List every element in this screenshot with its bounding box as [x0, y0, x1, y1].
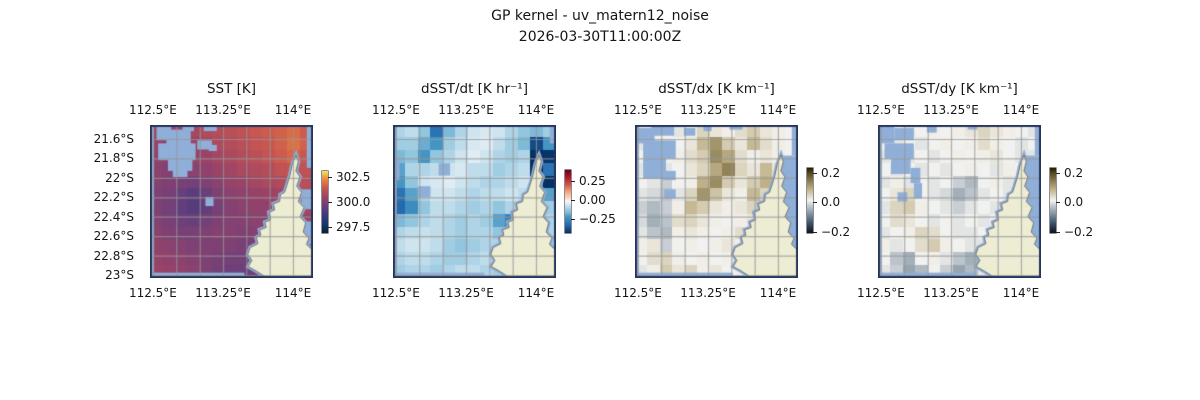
x-tick-label: 113.25°E — [680, 286, 736, 300]
x-tick-label: 113.25°E — [438, 286, 494, 300]
x-tick-label: 112.5°E — [613, 103, 662, 117]
colorbar-tick-label: 0.25 — [579, 174, 606, 189]
x-tick-label: 113.25°E — [680, 103, 736, 117]
x-tick-label: 113.25°E — [438, 103, 494, 117]
colorbar-tick — [328, 202, 332, 203]
y-tick-label: 22.6°S — [93, 229, 134, 244]
map-dsst-dt — [393, 125, 556, 278]
x-tick-label: 114°E — [517, 286, 555, 300]
colorbar-tick-label: 0.0 — [1064, 195, 1084, 210]
panel-dsst-dt: dSST/dt [K hr⁻¹] 112.5°E 113.25°E 114°E 11… — [372, 81, 616, 300]
colorbar-dsst-dx: 0.2 0.0 −0.2 — [807, 125, 867, 278]
y-tick-label: 22°S — [105, 170, 134, 185]
x-tick-label: 113.25°E — [195, 286, 251, 300]
colorbar-tick — [813, 202, 817, 204]
x-tick-label: 112.5°E — [128, 103, 177, 117]
x-tick-label: 113.25°E — [923, 286, 979, 300]
colorbar-tick-label: 0.00 — [579, 193, 606, 208]
colorbar-tick — [328, 177, 332, 178]
y-tick-label: 23°S — [105, 268, 134, 282]
colorbar-dsst-dt: 0.25 0.00 −0.25 — [565, 125, 625, 278]
x-axis-bottom-dsst-dx: 112.5°E 113.25°E 114°E — [614, 286, 798, 301]
x-tick-label: 112.5°E — [128, 286, 177, 300]
figure-title-line1: GP kernel - uv_matern12_noise — [491, 8, 709, 24]
colorbar-tick — [328, 227, 332, 228]
colorbar-tick — [571, 200, 575, 202]
x-tick-label: 114°E — [759, 286, 797, 300]
x-axis-bottom-dsst-dy: 112.5°E 113.25°E 114°E — [857, 286, 1041, 301]
y-tick-label: 22.2°S — [93, 190, 134, 205]
y-tick-label: 22.4°S — [93, 209, 134, 224]
x-tick-label: 114°E — [759, 103, 797, 117]
x-tick-label: 114°E — [274, 286, 312, 300]
x-tick-label: 112.5°E — [613, 286, 662, 300]
x-tick-label: 114°E — [1002, 286, 1040, 300]
x-tick-label: 112.5°E — [856, 286, 905, 300]
colorbar-tick — [1056, 231, 1060, 233]
y-tick-label: 21.8°S — [93, 151, 134, 166]
panel-dsst-dx: dSST/dx [K km⁻¹] 112.5°E 113.25°E 114°E 11… — [614, 81, 850, 300]
figure-timestamp: 2026-03-30T11:00:00Z — [518, 29, 682, 45]
colorbar-gradient — [322, 171, 328, 233]
colorbar-gradient — [565, 170, 571, 233]
x-axis-bottom-sst: 112.5°E 113.25°E 114°E — [129, 286, 313, 301]
x-axis-top-dsst-dx: 112.5°E 113.25°E 114°E — [614, 103, 798, 118]
colorbar-tick — [571, 181, 575, 183]
x-tick-label: 113.25°E — [195, 103, 251, 117]
colorbar-tick — [571, 219, 575, 221]
colorbar-tick-label: 297.5 — [336, 220, 371, 234]
colorbar-tick-label: 302.5 — [336, 170, 371, 184]
y-axis-left-sst: 21.6°S 21.8°S 22°S 22.2°S 22.4°S 22.6°S 22.8°S… — [70, 125, 142, 282]
colorbar-tick-label: −0.25 — [579, 212, 616, 227]
colorbar-tick — [813, 231, 817, 233]
colorbar-tick-label: 0.0 — [821, 195, 841, 210]
colorbar-tick-label: 0.2 — [1064, 166, 1084, 181]
colorbar-tick-label: −0.2 — [1064, 224, 1094, 239]
colorbar-gradient — [807, 168, 813, 233]
colorbar-tick — [813, 173, 817, 175]
x-axis-top-sst: 112.5°E 113.25°E 114°E — [129, 103, 313, 118]
panel-title-sst: SST [K] — [206, 81, 257, 97]
x-tick-label: 112.5°E — [856, 103, 905, 117]
colorbar-tick-label: −0.2 — [821, 224, 851, 239]
x-tick-label: 114°E — [1002, 103, 1040, 117]
panel-dsst-dy: dSST/dy [K km⁻¹] 112.5°E 113.25°E 114°E 11… — [857, 81, 1093, 300]
colorbar-dsst-dy: 0.2 0.0 −0.2 — [1050, 125, 1110, 278]
map-dsst-dy — [878, 125, 1041, 278]
x-tick-label: 113.25°E — [923, 103, 979, 117]
map-dsst-dx — [635, 125, 798, 278]
panel-title-dsst-dx: dSST/dx [K km⁻¹] — [658, 81, 775, 97]
panel-title-dsst-dy: dSST/dy [K km⁻¹] — [901, 81, 1018, 97]
x-axis-bottom-dsst-dt: 112.5°E 113.25°E 114°E — [372, 286, 556, 301]
x-axis-top-dsst-dt: 112.5°E 113.25°E 114°E — [372, 103, 556, 118]
x-tick-label: 114°E — [274, 103, 312, 117]
x-axis-top-dsst-dy: 112.5°E 113.25°E 114°E — [857, 103, 1041, 118]
colorbar-tick — [1056, 173, 1060, 175]
x-tick-label: 114°E — [517, 103, 555, 117]
colorbar-gradient — [1050, 168, 1056, 233]
x-tick-label: 112.5°E — [371, 286, 420, 300]
y-tick-label: 21.6°S — [93, 131, 134, 146]
map-sst — [150, 125, 313, 278]
colorbar-tick-label: 0.2 — [821, 166, 841, 181]
figure-title: GP kernel - uv_matern12_noise 2026-03-30… — [0, 6, 1200, 48]
panel-sst: SST [K] 112.5°E 113.25°E 114°E 112.5°E 113.… — [94, 81, 371, 300]
panel-title-dsst-dt: dSST/dt [K hr⁻¹] — [421, 81, 528, 97]
x-tick-label: 112.5°E — [371, 103, 420, 117]
colorbar-tick-label: 300.0 — [336, 195, 371, 209]
colorbar-tick — [1056, 202, 1060, 204]
y-tick-label: 22.8°S — [93, 248, 134, 263]
colorbar-sst: 302.5 300.0 297.5 — [322, 125, 382, 278]
